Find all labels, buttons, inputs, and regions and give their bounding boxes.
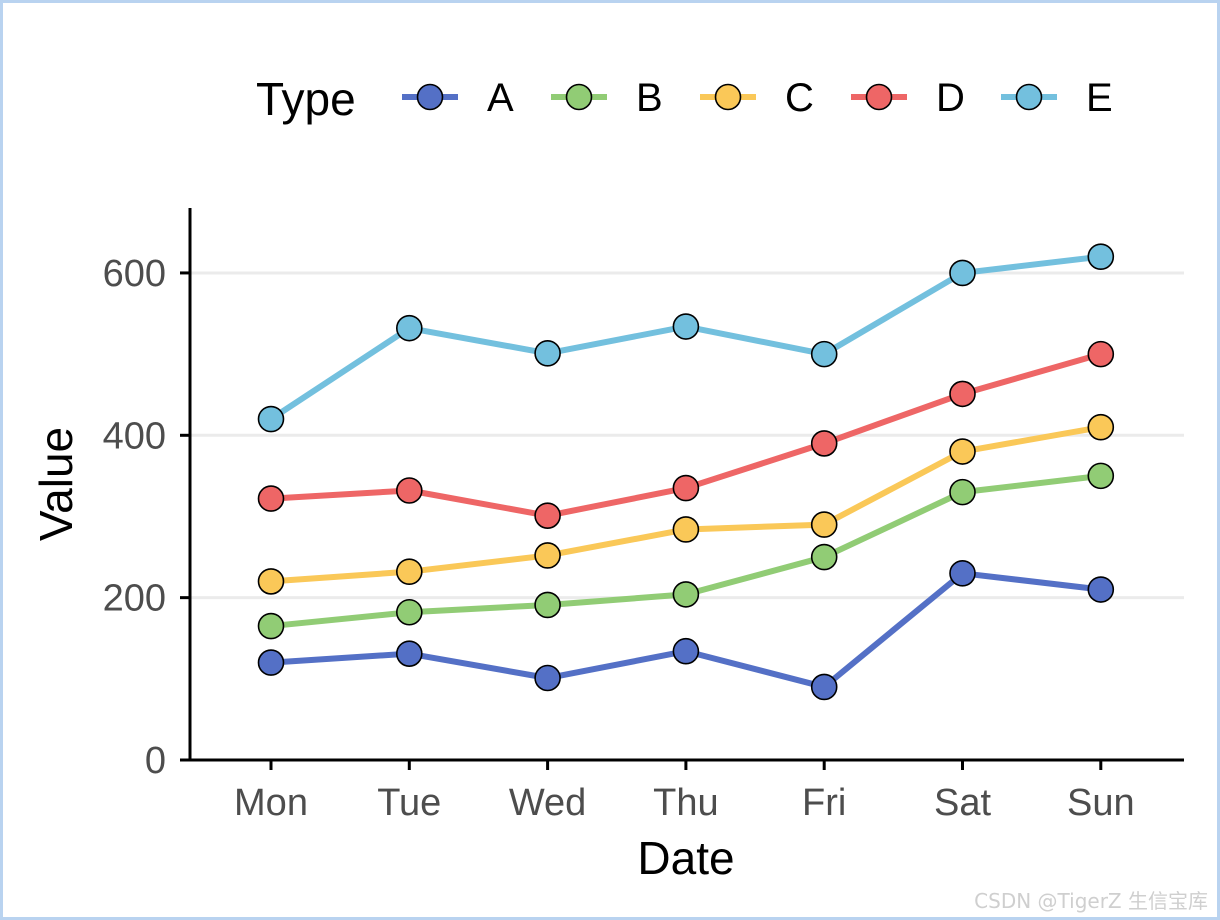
legend-label-d: D: [936, 76, 965, 120]
x-axis-title: Date: [637, 832, 734, 884]
data-point-a: [395, 640, 423, 667]
legend-label-c: C: [785, 76, 814, 120]
data-point-d: [534, 502, 561, 529]
legend-key-point: [865, 83, 893, 111]
legend-label-b: B: [636, 76, 663, 120]
data-point-c: [534, 542, 561, 569]
watermark: CSDN @TigerZ 生信宝库: [974, 889, 1208, 913]
y-tick-label: 400: [103, 415, 166, 457]
data-point-e: [1087, 243, 1115, 271]
data-point-c: [1087, 413, 1115, 441]
data-point-d: [1087, 340, 1115, 368]
y-tick-label: 200: [103, 578, 166, 620]
x-axis-ticks: Mon Tue Wed Thu Fri Sat Sun: [234, 760, 1135, 824]
x-tick-label: Sat: [934, 782, 991, 824]
data-point-d: [949, 380, 976, 408]
data-point-e: [534, 340, 561, 367]
legend-label-e: E: [1086, 76, 1113, 120]
data-point-b: [949, 478, 976, 506]
data-point-d: [672, 474, 700, 502]
data-point-e: [257, 405, 285, 433]
data-point-e: [395, 314, 423, 342]
data-point-c: [810, 511, 838, 538]
series-line-c: [268, 424, 1104, 585]
data-point-e: [672, 313, 700, 340]
legend-title: Type: [256, 73, 356, 125]
data-point-d: [810, 430, 838, 457]
data-point-e: [949, 259, 976, 287]
data-point-b: [395, 598, 423, 626]
data-point-c: [672, 516, 700, 543]
legend-key-point: [1015, 83, 1043, 111]
y-axis-title: Value: [30, 427, 82, 541]
legend-key-point: [714, 83, 742, 111]
legend-key-point: [416, 83, 444, 111]
plot-area: [257, 243, 1115, 701]
data-point-a: [1087, 576, 1115, 603]
data-point-c: [257, 568, 285, 595]
data-point-a: [672, 637, 700, 665]
x-tick-label: Fri: [802, 782, 846, 824]
data-point-b: [1087, 462, 1115, 490]
legend-key-point: [565, 83, 593, 111]
data-point-a: [534, 664, 561, 692]
data-point-a: [949, 559, 976, 587]
data-point-b: [534, 591, 561, 619]
x-tick-label: Sun: [1067, 782, 1135, 824]
y-axis-ticks: 0 200 400 600: [103, 253, 190, 782]
data-point-a: [810, 673, 838, 701]
x-tick-label: Thu: [653, 782, 718, 824]
data-point-b: [672, 581, 700, 608]
x-tick-label: Tue: [377, 782, 441, 824]
x-tick-label: Wed: [509, 782, 586, 824]
data-point-b: [257, 612, 285, 640]
data-point-a: [257, 649, 285, 676]
y-tick-label: 0: [145, 740, 166, 782]
data-point-d: [257, 485, 285, 512]
legend: Type A B C D E: [256, 73, 1113, 125]
data-point-c: [395, 558, 423, 585]
y-tick-label: 600: [103, 253, 166, 295]
data-point-c: [949, 438, 976, 465]
x-tick-label: Mon: [234, 782, 308, 824]
data-point-d: [395, 477, 423, 504]
data-point-e: [810, 340, 838, 368]
legend-label-a: A: [487, 76, 514, 120]
data-point-b: [810, 543, 838, 571]
